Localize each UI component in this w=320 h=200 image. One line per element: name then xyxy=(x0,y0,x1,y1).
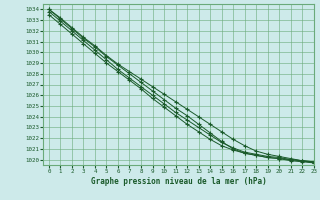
X-axis label: Graphe pression niveau de la mer (hPa): Graphe pression niveau de la mer (hPa) xyxy=(91,177,266,186)
